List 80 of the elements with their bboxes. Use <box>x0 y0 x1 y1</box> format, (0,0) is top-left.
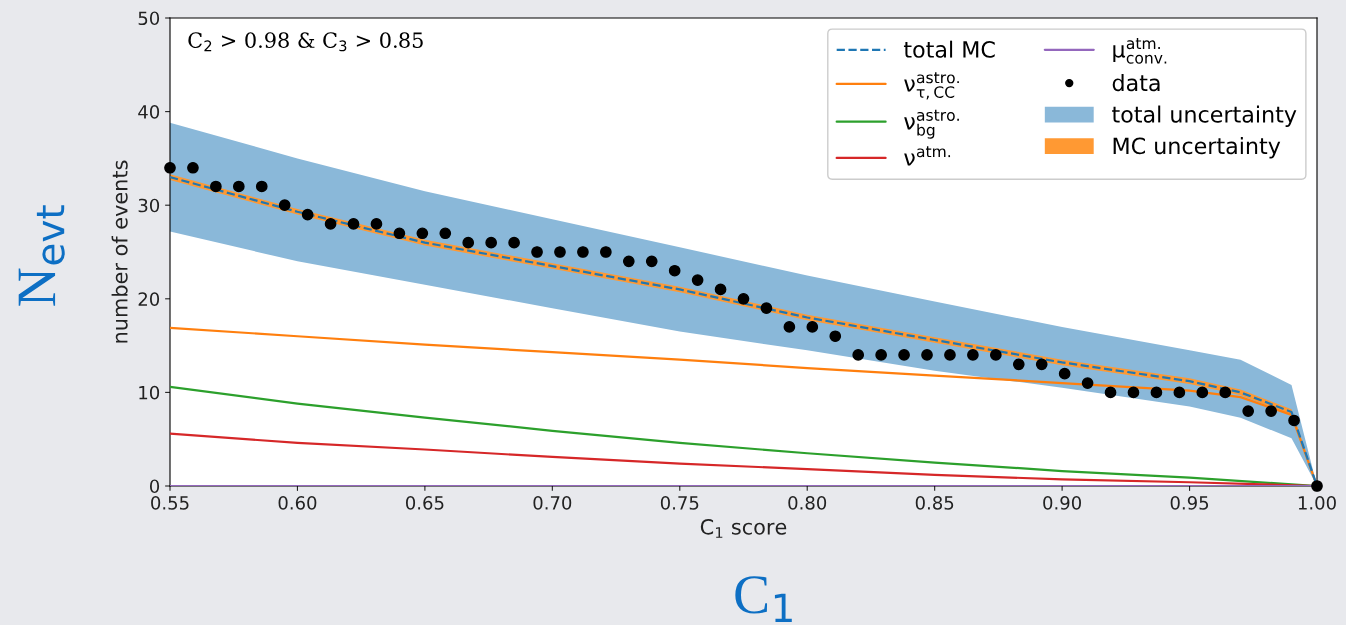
x-tick-label: 0.60 <box>278 496 317 510</box>
y-axis-title: number of events <box>111 160 128 343</box>
point <box>1104 386 1117 399</box>
x-tick-label: 0.80 <box>788 496 827 510</box>
y-tick-label: 10 <box>139 385 160 400</box>
x-tick-label: 0.90 <box>1043 496 1082 510</box>
point <box>989 349 1002 361</box>
point <box>760 302 773 315</box>
point <box>554 246 566 258</box>
point <box>485 236 498 249</box>
point <box>645 255 658 268</box>
y-tick-label: 50 <box>138 11 160 26</box>
point <box>210 180 222 193</box>
point <box>370 218 383 230</box>
text: N$_{evt}$ <box>18 205 65 306</box>
x-tick-label: 1.00 <box>1298 496 1336 510</box>
point <box>1311 480 1323 492</box>
x-tick-label: 0.95 <box>1170 496 1209 510</box>
point <box>1242 405 1255 417</box>
point <box>324 218 337 230</box>
point <box>1219 386 1232 399</box>
point <box>714 283 727 296</box>
legend-label: μ$^{atm.}$$_{conv.}$ <box>1113 38 1167 64</box>
point <box>600 246 612 258</box>
point <box>944 349 956 361</box>
y-tick-label: 20 <box>138 292 160 306</box>
point <box>806 321 819 333</box>
point <box>1081 377 1094 389</box>
point <box>829 330 842 343</box>
point <box>737 292 750 305</box>
point <box>898 349 910 361</box>
point <box>278 199 291 212</box>
point <box>301 208 314 221</box>
point <box>783 321 796 333</box>
point <box>1127 386 1140 399</box>
legend-label: ν$^{atm.}$ <box>904 146 951 166</box>
point <box>668 264 681 277</box>
point <box>508 236 520 249</box>
point <box>1265 405 1277 417</box>
legend-label: ν$^{astro.}$$_{bg}$ <box>904 109 959 139</box>
point <box>416 227 429 240</box>
point <box>1196 386 1209 399</box>
x-tick-label: 0.65 <box>405 496 444 510</box>
y-tick-label: 40 <box>138 105 160 119</box>
point <box>1173 386 1186 399</box>
point <box>164 161 176 174</box>
point <box>187 161 199 174</box>
point <box>691 274 704 286</box>
point <box>347 218 360 230</box>
point <box>462 236 475 249</box>
annotation: C$_{2}$ > 0.98 & C$_{3}$ > 0.85 <box>188 32 423 52</box>
point <box>1012 358 1025 371</box>
x-tick-label: 0.85 <box>915 496 954 510</box>
legend-label: ν$^{astro.}$$_{τ,CC}$ <box>904 72 959 100</box>
legend-label: total MC <box>903 40 995 58</box>
x-tick-label: 0.75 <box>660 496 699 510</box>
y-tick-label: 0 <box>149 479 160 494</box>
legend-label: MC uncertainty <box>1113 137 1281 159</box>
point <box>1150 386 1163 399</box>
x-axis-title: C$_{1}$ score <box>700 518 787 538</box>
point <box>439 227 452 240</box>
point <box>577 246 589 258</box>
x-tick-label: 0.70 <box>533 496 572 510</box>
point <box>921 349 933 361</box>
point <box>967 349 979 361</box>
point <box>232 180 245 193</box>
legend-label: total uncertainty <box>1112 105 1297 128</box>
point <box>1035 358 1048 371</box>
y-tick-label: 30 <box>138 198 160 213</box>
legend-label: data <box>1112 74 1160 92</box>
point <box>393 227 406 240</box>
point <box>622 255 635 268</box>
x-tick-label: 0.55 <box>151 496 189 510</box>
text: C$_{1}$ <box>735 576 792 623</box>
point <box>531 246 543 258</box>
point <box>255 180 268 193</box>
point <box>875 349 887 361</box>
point <box>1058 367 1071 380</box>
point <box>852 349 865 361</box>
point <box>1288 414 1300 427</box>
